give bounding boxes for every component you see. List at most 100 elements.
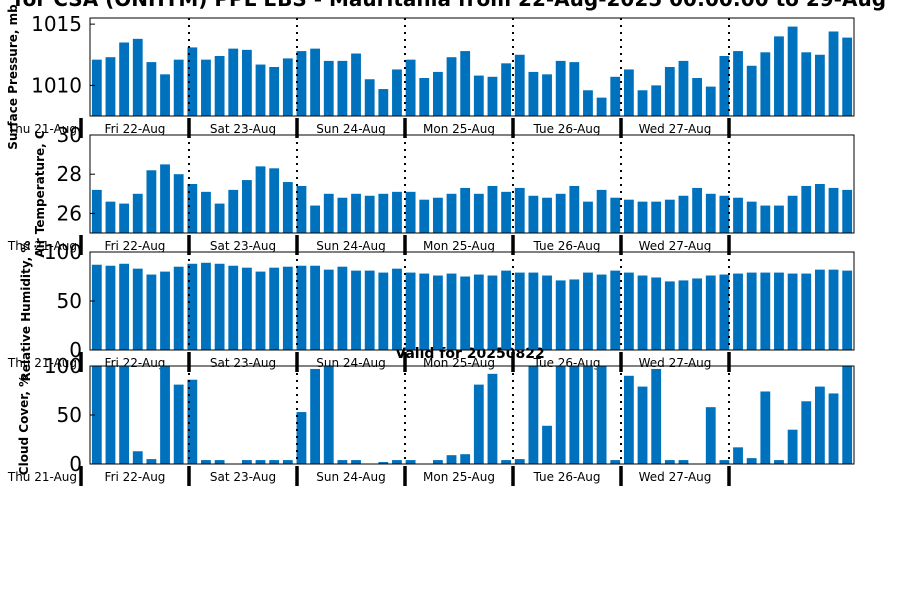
day-label: Fri 22-Aug (105, 122, 166, 136)
bar (419, 78, 429, 116)
bar (747, 458, 757, 464)
bar (133, 269, 143, 350)
bar (283, 182, 293, 233)
bar (733, 274, 743, 350)
bar (324, 270, 334, 350)
bar (815, 55, 825, 116)
bar (119, 366, 129, 464)
bar (269, 460, 279, 464)
bar (624, 69, 634, 116)
bar (392, 460, 402, 464)
bar (583, 90, 593, 116)
bar (283, 58, 293, 116)
day-label: Sun 24-Aug (316, 239, 385, 253)
bar (106, 202, 116, 233)
bar (569, 186, 579, 233)
bar (747, 66, 757, 116)
bar (542, 426, 552, 464)
bar (597, 366, 607, 464)
bar (351, 54, 361, 116)
bar (310, 266, 320, 350)
chart-panel: 050100Relative Humidity, %Thu 21-Aug Fri … (7, 240, 854, 381)
bar (365, 271, 375, 350)
bar (283, 267, 293, 350)
bar (392, 69, 402, 116)
bar (706, 87, 716, 116)
bar (324, 366, 334, 464)
bar (242, 268, 252, 350)
bar (474, 76, 484, 116)
bar (392, 269, 402, 350)
bar (92, 190, 102, 233)
bar (474, 385, 484, 464)
bar (719, 460, 729, 464)
bar (146, 459, 156, 464)
bar (692, 278, 702, 350)
bar (774, 36, 784, 116)
bar (474, 275, 484, 350)
bar (801, 274, 811, 350)
day-label: Sun 24-Aug (316, 470, 385, 484)
y-tick-label: 28 (57, 162, 82, 186)
bar (378, 194, 388, 233)
bar (638, 90, 648, 116)
bar (501, 63, 511, 116)
bar (801, 52, 811, 116)
bar (460, 188, 470, 233)
bar (365, 196, 375, 233)
y-tick-label: 100 (44, 240, 82, 264)
bar (146, 275, 156, 350)
bar (106, 266, 116, 350)
bar (733, 198, 743, 233)
bar (269, 268, 279, 350)
bar (679, 280, 689, 350)
bar (201, 460, 211, 464)
bar (501, 460, 511, 464)
bar (92, 60, 102, 116)
day-label: Fri 22-Aug (105, 239, 166, 253)
bar (133, 451, 143, 464)
bar (638, 276, 648, 350)
bar (665, 460, 675, 464)
bar (501, 271, 511, 350)
bar (719, 196, 729, 233)
bar (447, 57, 457, 116)
bar (528, 366, 538, 464)
bar (351, 271, 361, 350)
bar (569, 62, 579, 116)
day-label: Tue 26-Aug (532, 122, 600, 136)
bar (174, 174, 184, 233)
bar (215, 264, 225, 350)
bar (760, 206, 770, 233)
bar (829, 393, 839, 464)
bar (160, 74, 170, 116)
bar (351, 194, 361, 233)
bar (610, 198, 620, 233)
bar (242, 180, 252, 233)
bar (515, 459, 525, 464)
bar (569, 279, 579, 350)
bar (842, 366, 852, 464)
day-label: Tue 26-Aug (532, 470, 600, 484)
day-label: Mon 25-Aug (423, 239, 495, 253)
bar (324, 61, 334, 116)
bar (474, 194, 484, 233)
y-tick-label: 1015 (31, 12, 82, 36)
bar (829, 270, 839, 350)
bar (528, 196, 538, 233)
bar (406, 60, 416, 116)
bar (651, 85, 661, 116)
bar (651, 277, 661, 350)
bar (297, 412, 307, 464)
bar (160, 366, 170, 464)
bar (460, 277, 470, 351)
bar (433, 198, 443, 233)
bar (310, 369, 320, 464)
bar (719, 275, 729, 350)
bar (638, 387, 648, 464)
bar (201, 60, 211, 116)
bar (651, 202, 661, 233)
bar (624, 273, 634, 350)
